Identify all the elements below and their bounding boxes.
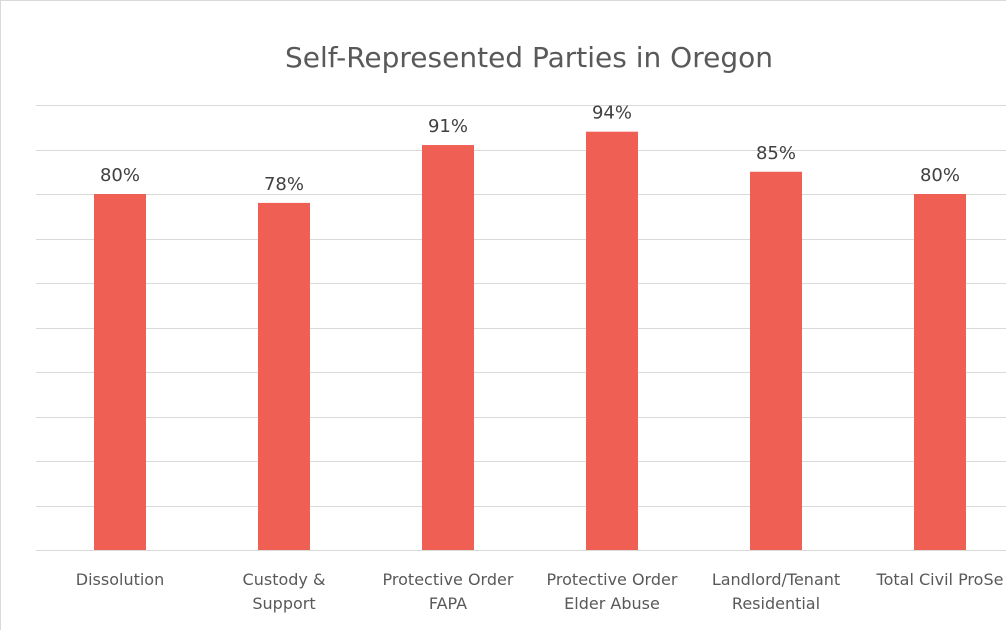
- bar: [422, 145, 474, 551]
- x-tick-label: Protective Order Elder Abuse: [547, 570, 678, 613]
- data-label: 80%: [100, 165, 140, 186]
- bar: [94, 194, 146, 550]
- chart-title: Self-Represented Parties in Oregon: [285, 41, 773, 74]
- bar: [750, 171, 802, 550]
- bar: [914, 194, 966, 550]
- x-axis-tick-labels: Dissolution Custody & Support Protective Or…: [76, 570, 1004, 613]
- bars: [94, 131, 966, 551]
- data-label: 85%: [756, 143, 796, 164]
- gridlines: [36, 105, 1006, 551]
- x-tick-label: Protective Order FAPA: [383, 570, 514, 613]
- data-label: 78%: [264, 174, 304, 195]
- bar: [586, 131, 638, 550]
- data-labels: 80% 78% 91% 94% 85% 80%: [100, 103, 960, 195]
- x-tick-label: Total Civil ProSe: [876, 570, 1004, 589]
- x-tick-label: Custody & Support: [243, 570, 326, 613]
- data-label: 94%: [592, 103, 632, 124]
- data-label: 80%: [920, 165, 960, 186]
- x-tick-label: Landlord/Tenant Residential: [712, 570, 840, 613]
- data-label: 91%: [428, 116, 468, 137]
- x-tick-label: Dissolution: [76, 570, 164, 589]
- bar: [258, 202, 310, 550]
